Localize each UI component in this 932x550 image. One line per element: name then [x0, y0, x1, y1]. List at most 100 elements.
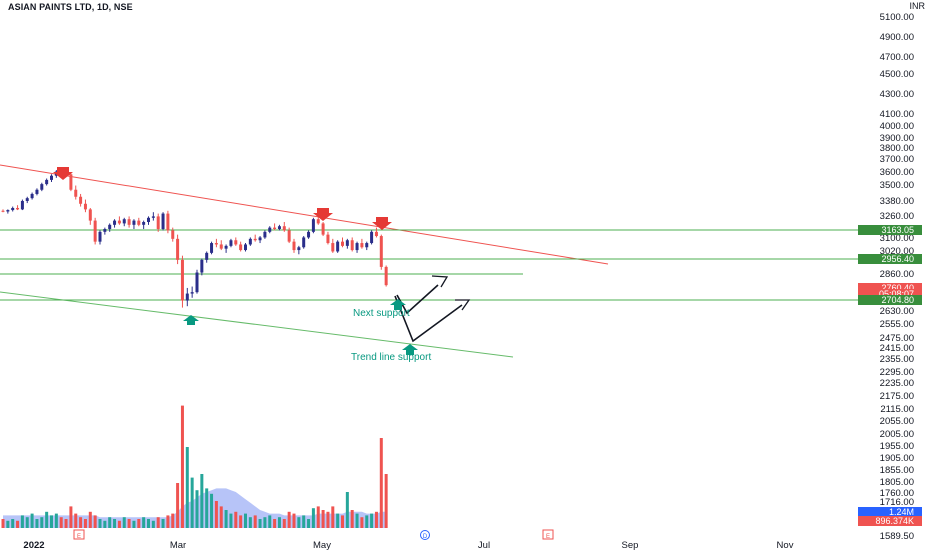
volume-bar[interactable] [1, 519, 5, 528]
volume-bar[interactable] [234, 511, 238, 528]
candle[interactable] [219, 240, 223, 251]
candle[interactable] [229, 238, 233, 248]
candle[interactable] [93, 217, 97, 245]
volume-bar[interactable] [263, 517, 267, 528]
candle[interactable] [234, 237, 238, 246]
volume-bar[interactable] [316, 506, 320, 528]
price-axis[interactable]: 5100.00 4900.00 4700.00 4500.00 4300.00 4100.… [880, 12, 914, 542]
candle[interactable] [1, 209, 5, 213]
trend-line-support-label[interactable]: Trend line support [351, 352, 431, 363]
candle[interactable] [151, 212, 155, 221]
candle[interactable] [103, 227, 107, 235]
volume-bar[interactable] [113, 519, 117, 528]
candle[interactable] [74, 185, 78, 200]
candle[interactable] [200, 258, 204, 276]
volume-bar[interactable] [50, 515, 53, 528]
candle[interactable] [35, 188, 39, 196]
volume-bar[interactable] [224, 510, 228, 528]
time-axis[interactable]: 2022 Mar May Jul Sep Nov [23, 540, 793, 550]
candle[interactable] [122, 217, 126, 227]
candle[interactable] [282, 222, 286, 232]
volume-bar[interactable] [11, 519, 15, 528]
volume-bar[interactable] [132, 520, 136, 528]
volume-bar[interactable] [311, 508, 315, 528]
candle[interactable] [253, 234, 257, 242]
candle[interactable] [79, 193, 83, 207]
candle[interactable] [16, 205, 20, 211]
projection-path-2[interactable] [394, 295, 463, 343]
resistance-trendline[interactable] [0, 164, 609, 265]
candle[interactable] [287, 227, 291, 244]
candle[interactable] [374, 227, 378, 238]
volume-bar[interactable] [147, 519, 150, 528]
candle[interactable] [156, 213, 160, 232]
volume-bar[interactable] [176, 483, 180, 528]
volume-bar[interactable] [297, 517, 301, 528]
candle[interactable] [108, 223, 112, 232]
down-arrow-icon[interactable] [53, 167, 73, 180]
candle[interactable] [224, 244, 228, 253]
volume-bar[interactable] [185, 447, 189, 528]
volume-bar[interactable] [345, 492, 349, 528]
volume-bar[interactable] [239, 515, 243, 528]
event-marker[interactable]: E [542, 529, 554, 540]
candle[interactable] [176, 234, 180, 265]
volume-bar[interactable] [248, 517, 252, 528]
candle[interactable] [88, 207, 92, 225]
candle[interactable] [331, 238, 335, 253]
volume-bar[interactable] [321, 510, 325, 528]
volume-bar[interactable] [156, 517, 160, 528]
volume-bar[interactable] [122, 517, 126, 528]
volume-bar[interactable] [195, 490, 199, 528]
volume-bar[interactable] [59, 517, 63, 528]
candle[interactable] [210, 241, 214, 255]
candle[interactable] [350, 237, 354, 252]
volume-bar[interactable] [210, 493, 214, 528]
event-marker[interactable]: D [420, 530, 430, 541]
volume-bar[interactable] [273, 519, 277, 528]
candle[interactable] [142, 220, 146, 230]
candle[interactable] [326, 231, 330, 245]
candle[interactable] [239, 241, 243, 252]
volume-bar[interactable] [292, 513, 296, 528]
candle[interactable] [214, 238, 218, 248]
candle[interactable] [98, 230, 102, 245]
volume-bar[interactable] [379, 438, 383, 528]
candle[interactable] [345, 238, 349, 249]
candle[interactable] [379, 234, 383, 270]
volume-bar[interactable] [350, 510, 354, 528]
candle[interactable] [185, 287, 189, 307]
candle[interactable] [6, 209, 10, 214]
next-support-label[interactable]: Next support [353, 308, 410, 319]
symbol-title[interactable]: ASIAN PAINTS LTD, 1D, NSE [8, 2, 133, 12]
volume-bar[interactable] [268, 515, 272, 528]
candle[interactable] [20, 199, 24, 211]
candle[interactable] [30, 192, 34, 200]
candle[interactable] [50, 174, 53, 183]
volume-bar[interactable] [54, 513, 58, 528]
volume-bar[interactable] [360, 517, 364, 528]
volume-bar[interactable] [25, 517, 29, 528]
volume-bar[interactable] [30, 513, 34, 528]
candle[interactable] [205, 251, 209, 263]
candle[interactable] [302, 236, 306, 249]
candle[interactable] [171, 227, 175, 242]
candle[interactable] [311, 217, 315, 234]
volume-bar[interactable] [190, 477, 194, 528]
volume-bar[interactable] [370, 513, 374, 528]
candle[interactable] [45, 178, 49, 186]
volume-bar[interactable] [307, 519, 311, 528]
volume-bar[interactable] [45, 511, 49, 528]
volume-bar[interactable] [341, 515, 344, 528]
volume-bar[interactable] [35, 519, 39, 528]
volume-bar[interactable] [79, 517, 83, 528]
volume-bar[interactable] [258, 519, 262, 528]
candle[interactable] [273, 223, 277, 231]
volume-bar[interactable] [229, 513, 233, 528]
up-arrow-icon[interactable] [390, 299, 406, 310]
candle[interactable] [113, 219, 117, 228]
candle[interactable] [248, 237, 252, 246]
volume-bar[interactable] [214, 501, 218, 528]
candle[interactable] [336, 240, 340, 253]
